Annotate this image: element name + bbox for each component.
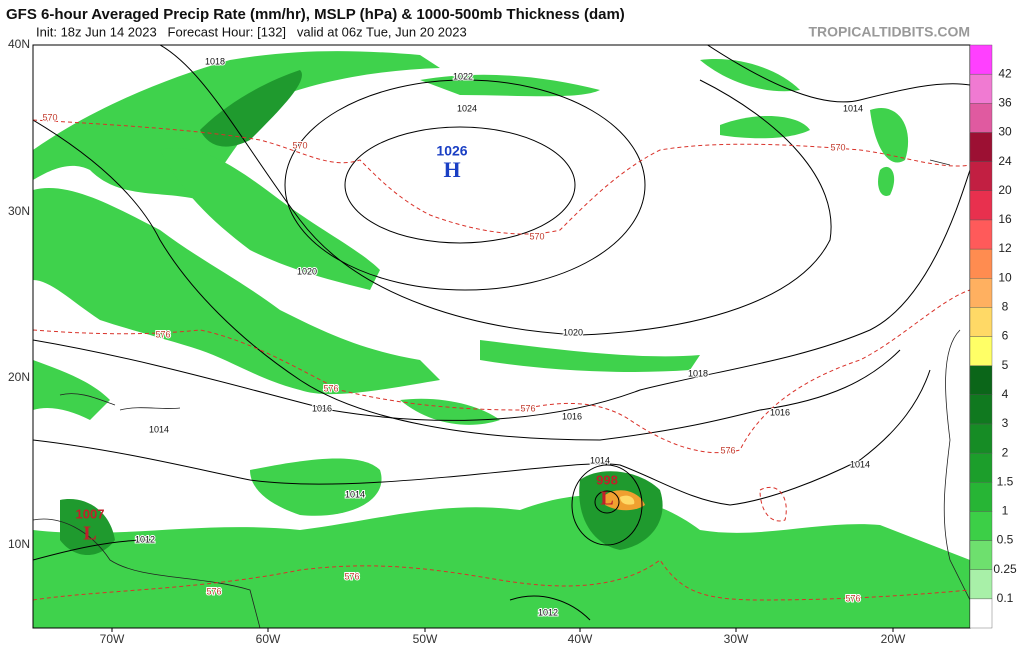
colorbar-label: 10 (998, 270, 1012, 284)
contour-label: 1012 (135, 534, 155, 544)
colorbar-swatch (969, 540, 993, 570)
colorbar-label: 3 (1002, 416, 1009, 430)
precip-intense (620, 495, 635, 505)
contour-label: 576 (520, 403, 535, 413)
colorbar-swatch (969, 44, 993, 75)
colorbar-swatch (969, 511, 993, 541)
isobars (33, 45, 970, 621)
contour-label: 1016 (770, 407, 790, 417)
colorbar-label: 36 (998, 95, 1012, 109)
lon-label: 70W (100, 632, 125, 646)
colorbar-swatch (969, 423, 993, 454)
colorbar-swatch (969, 161, 993, 191)
lon-label: 30W (724, 632, 749, 646)
colorbar-swatch (969, 569, 993, 600)
lat-label: 30N (8, 204, 30, 218)
lon-label: 50W (413, 632, 438, 646)
lat-label: 20N (8, 370, 30, 384)
thickness-lines (33, 119, 970, 601)
contour-label: 570 (830, 142, 845, 152)
colorbar-swatch (969, 307, 993, 337)
contour-label: 576 (155, 329, 170, 339)
contour-label: 1016 (312, 403, 332, 413)
colorbar-swatch (969, 278, 993, 308)
pressure-letter: L (600, 488, 613, 510)
colorbar-swatch (969, 73, 993, 104)
lat-label: 10N (8, 537, 30, 551)
colorbar-swatch (969, 336, 993, 366)
colorbar-swatch (969, 248, 993, 279)
contour-label: 1022 (453, 71, 473, 81)
colorbar-label: 30 (998, 125, 1012, 139)
contour-label: 576 (323, 383, 338, 393)
colorbar-label: 12 (998, 241, 1012, 255)
pressure-letter: H (443, 157, 460, 182)
contour-label: 576 (720, 445, 735, 455)
colorbar: 0.1 0.25 0.5 1 1.5 2 3 4 5 6 8 10 12 16 20 24 30 36 42 (969, 44, 1017, 629)
land-outlines (33, 159, 970, 628)
colorbar-label: 4 (1002, 387, 1009, 401)
colorbar-swatch (969, 394, 993, 425)
contour-label: 1020 (563, 327, 583, 337)
colorbar-label: 8 (1002, 300, 1009, 314)
contour-label: 576 (845, 593, 860, 603)
colorbar-swatch (969, 452, 993, 483)
colorbar-label: 1 (1002, 504, 1009, 518)
colorbar-swatch (969, 103, 993, 133)
pressure-value: 1007 (76, 506, 105, 521)
contour-label: 1018 (688, 368, 708, 378)
contour-label: 1014 (149, 424, 169, 434)
lon-label: 20W (881, 632, 906, 646)
colorbar-label: 0.25 (993, 562, 1017, 576)
pressure-letter: L (83, 523, 96, 545)
lat-label: 40N (8, 37, 30, 51)
subtitle: Init: 18z Jun 14 2023 Forecast Hour: [13… (36, 24, 467, 39)
colorbar-swatch (969, 132, 993, 162)
colorbar-label: 5 (1002, 358, 1009, 372)
contour-label: 1014 (590, 455, 610, 465)
colorbar-swatch (969, 219, 993, 250)
contour-label: 1014 (345, 489, 365, 499)
contour-label: 1020 (297, 266, 317, 276)
colorbar-label: 0.1 (997, 591, 1014, 605)
contour-label: 1018 (205, 56, 225, 66)
precip-heavy (60, 70, 663, 555)
title: GFS 6-hour Averaged Precip Rate (mm/hr),… (6, 6, 625, 23)
contour-label: 1014 (850, 459, 870, 469)
colorbar-label: 24 (998, 154, 1012, 168)
colorbar-label: 16 (998, 212, 1012, 226)
contour-label: 576 (344, 571, 359, 581)
colorbar-label: 20 (998, 183, 1012, 197)
colorbar-label: 0.5 (997, 533, 1014, 547)
contour-label: 570 (292, 140, 307, 150)
contour-label: 1016 (562, 411, 582, 421)
colorbar-label: 2 (1002, 445, 1009, 459)
colorbar-label: 42 (998, 66, 1012, 80)
contour-label: 1014 (843, 103, 863, 113)
colorbar-label: 6 (1002, 329, 1009, 343)
lon-label: 60W (256, 632, 281, 646)
colorbar-swatch (969, 365, 993, 395)
contour-label: 576 (206, 586, 221, 596)
colorbar-label: 1.5 (997, 474, 1014, 488)
colorbar-swatch (969, 482, 993, 512)
pressure-value: 998 (596, 472, 618, 487)
colorbar-swatch (969, 190, 993, 221)
map-layer (33, 45, 970, 628)
contour-label: 1024 (457, 103, 477, 113)
contour-label: 1012 (538, 607, 558, 617)
colorbar-swatch (969, 598, 993, 629)
pressure-value: 1026 (436, 143, 467, 159)
contour-label: 570 (529, 231, 544, 241)
lon-label: 40W (568, 632, 593, 646)
contour-label: 570 (42, 112, 57, 122)
watermark: TROPICALTIDBITS.COM (808, 24, 970, 40)
